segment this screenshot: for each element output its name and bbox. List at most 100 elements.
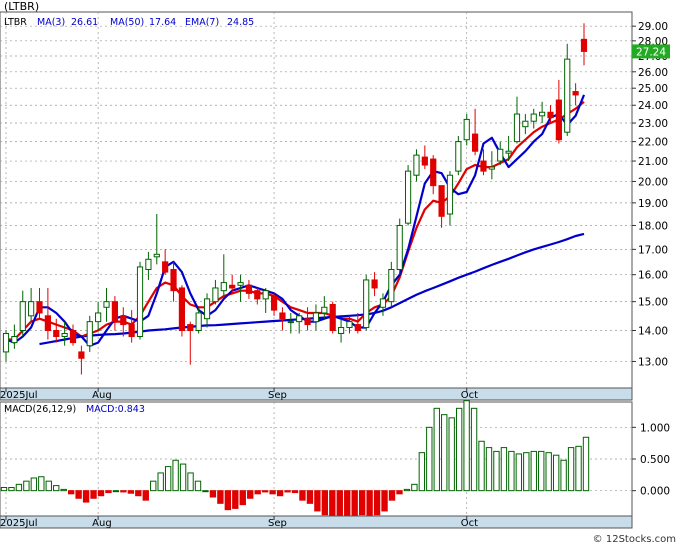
candle [505, 135, 512, 162]
macd-bar [366, 490, 373, 517]
candle-body [354, 324, 361, 331]
macd-bar [187, 472, 194, 492]
candle-body [287, 321, 294, 324]
legend-ma3-label: MA(3) [37, 17, 65, 28]
price-date-band [0, 387, 633, 401]
candle [19, 290, 26, 337]
candle-body [262, 290, 269, 300]
macd-bar [0, 487, 8, 492]
candle-body [61, 332, 68, 338]
macd-bar [560, 459, 567, 492]
price-tick-label: 24.00 [638, 100, 668, 112]
candle-body [162, 261, 169, 273]
candle [170, 261, 177, 302]
candle [530, 108, 537, 129]
candle [379, 293, 387, 316]
macd-bar [150, 480, 157, 492]
last-price-box [632, 44, 670, 59]
date-label: Sep [268, 518, 287, 529]
macd-bar [209, 490, 217, 498]
macd-tick-label: 0.500 [640, 454, 670, 466]
candle [36, 287, 43, 319]
candle [128, 310, 135, 343]
macd-bar [127, 490, 135, 494]
candle-body [472, 133, 479, 152]
price-tick-label: 20.00 [638, 176, 668, 188]
macd-bar [254, 490, 261, 495]
macd-bar [45, 480, 52, 492]
candle [11, 324, 18, 349]
price-tick-label: 21.00 [638, 156, 668, 168]
candle [388, 261, 395, 308]
candle [446, 171, 454, 226]
legend-ma3-value: 26.61 [71, 17, 98, 28]
candle-body [564, 58, 571, 133]
candle-body [329, 303, 336, 331]
ema7-series [6, 100, 585, 341]
candle-body [53, 329, 60, 338]
price-tick-label: 13.00 [638, 356, 668, 368]
candles [2, 23, 588, 375]
candle [279, 307, 286, 331]
candle-body [346, 321, 353, 329]
macd-bar [15, 483, 23, 492]
candle [53, 318, 60, 343]
macd-date-band [0, 515, 633, 529]
price-tick-label: 16.00 [638, 270, 668, 282]
candle-body [455, 141, 462, 172]
candle [145, 251, 152, 280]
candle-body [19, 301, 26, 331]
candle-body [187, 324, 194, 331]
candle [229, 274, 236, 294]
macd-bar [135, 490, 142, 497]
candle-body [212, 287, 219, 303]
macd-bar [232, 490, 239, 509]
macd-bar [508, 450, 515, 492]
candle [2, 330, 10, 362]
candle-body [237, 282, 244, 286]
price-tick-label: 23.00 [638, 118, 668, 130]
candle [438, 185, 445, 228]
price-tick-label: 22.00 [638, 137, 668, 149]
candle-body [513, 113, 521, 143]
candle-body [270, 295, 278, 311]
candle-body [220, 282, 227, 292]
candle [61, 321, 68, 346]
candle-body [136, 266, 144, 338]
price-axis: 13.00 14.00 15.00 16.00 17.00 18.00 19.00 20.00… [632, 21, 668, 368]
candle-body [312, 312, 320, 323]
macd-label: MACD(26,12,9) [4, 404, 76, 415]
candle-body [11, 336, 18, 344]
candle [371, 272, 378, 297]
macd-bar [567, 447, 575, 492]
candle-body [555, 99, 562, 141]
macd-bar [202, 490, 209, 493]
candle-body [421, 156, 428, 166]
macd-bar [344, 490, 351, 517]
candle [312, 304, 320, 331]
candle [86, 315, 93, 352]
legend-ema7-label: EMA(7) [185, 17, 219, 28]
macd-bar [276, 490, 284, 497]
candle [212, 279, 219, 305]
candle [78, 345, 85, 375]
macd-bar [82, 490, 90, 503]
macd-bar [329, 490, 336, 518]
macd-bar [538, 450, 545, 492]
candle [203, 293, 211, 328]
macd-bar [336, 490, 343, 517]
macd-bar [38, 476, 45, 492]
candle-body [69, 329, 77, 344]
legend-ema7-value: 24.85 [227, 17, 254, 28]
candle [564, 43, 571, 136]
macd-bar [373, 490, 381, 516]
candle [304, 307, 311, 331]
candle-body [463, 118, 470, 141]
macd-date-labels: 2025Jul Aug Sep Oct [0, 516, 478, 529]
candle-body [530, 113, 537, 122]
price-tick-label: 18.00 [638, 220, 668, 232]
date-label: 2025Jul [0, 518, 38, 529]
candle [421, 145, 428, 170]
candle [337, 318, 345, 343]
candle [120, 307, 127, 337]
